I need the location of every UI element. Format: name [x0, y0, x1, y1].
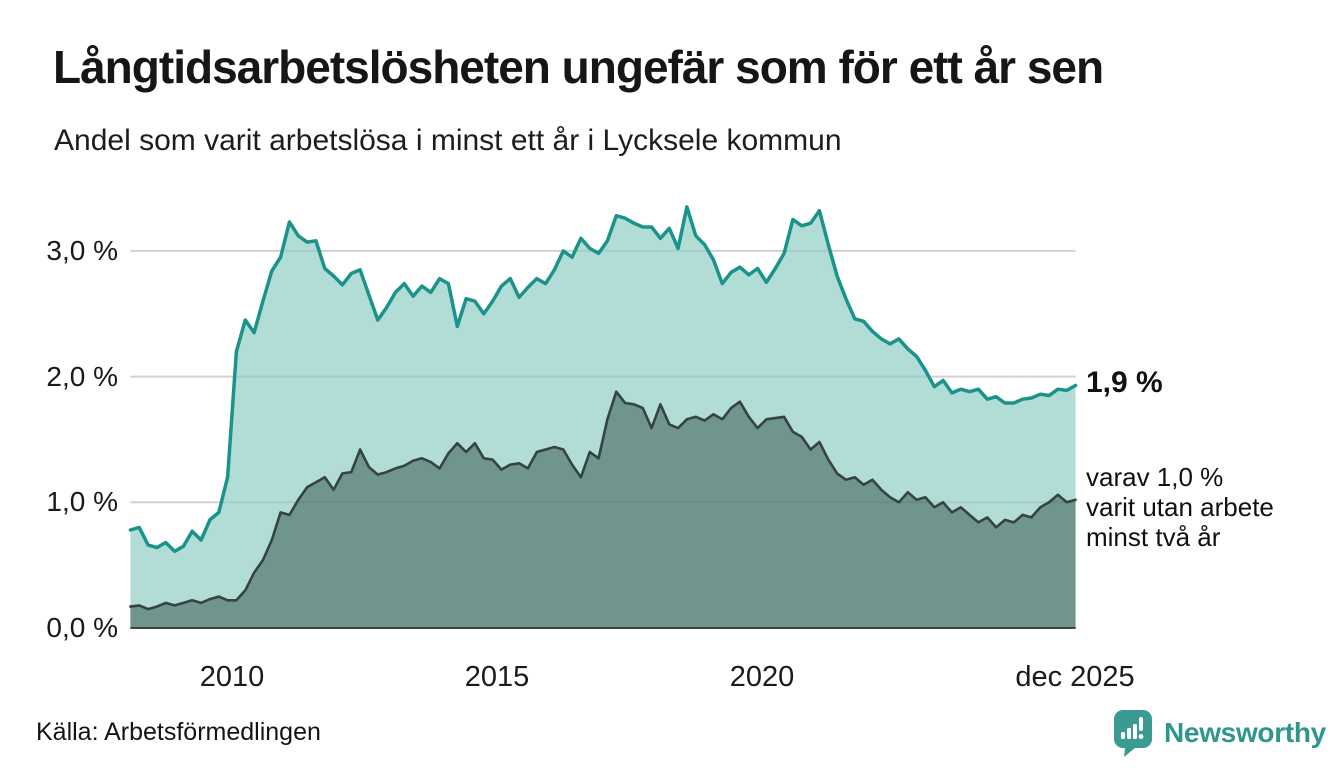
- end-value-label-one-year: 1,9 %: [1086, 366, 1163, 399]
- page-subtitle: Andel som varit arbetslösa i minst ett å…: [54, 124, 842, 157]
- x-tick-label-2010: 2010: [199, 661, 265, 693]
- series-line-at-least-one-year: [128, 205, 1078, 554]
- y-tick-label-0: 0,0 %: [46, 612, 118, 643]
- bar-large: [1133, 724, 1137, 739]
- y-tick-label-1: 1,0 %: [46, 486, 118, 517]
- brand-name: Newsworthy: [1164, 717, 1326, 748]
- source-credit: Källa: Arbetsförmedlingen: [36, 718, 321, 746]
- exclamation-bar: [1139, 717, 1143, 731]
- exclamation-dot: [1138, 734, 1144, 739]
- page-title: Långtidsarbetslösheten ungefär som för e…: [53, 41, 1104, 93]
- end-label-line-3: minst två år: [1086, 522, 1221, 552]
- bar-medium: [1127, 728, 1131, 739]
- y-tick-label-2: 2,0 %: [46, 361, 118, 392]
- series-line-at-least-two-years: [129, 390, 1077, 611]
- end-label-line-1: varav 1,0 %: [1086, 462, 1224, 492]
- bar-small: [1121, 732, 1125, 739]
- end-value-label-two-years: varav 1,0 % varit utan arbete minst två …: [1086, 462, 1274, 552]
- gridlines-overlay: [130, 249, 1076, 504]
- unemployment-area-chart: [128, 205, 1078, 629]
- area-fill-at-least-two-years: [130, 391, 1076, 628]
- newsworthy-logo-icon: [1114, 710, 1152, 757]
- x-tick-label-dec-2025: dec 2025: [1015, 661, 1135, 693]
- x-tick-label-2015: 2015: [464, 661, 530, 693]
- newsworthy-brand: Newsworthy: [1112, 708, 1326, 758]
- y-tick-label-3: 3,0 %: [46, 235, 118, 266]
- end-label-line-2: varit utan arbete: [1086, 492, 1274, 522]
- x-tick-label-2020: 2020: [729, 661, 795, 693]
